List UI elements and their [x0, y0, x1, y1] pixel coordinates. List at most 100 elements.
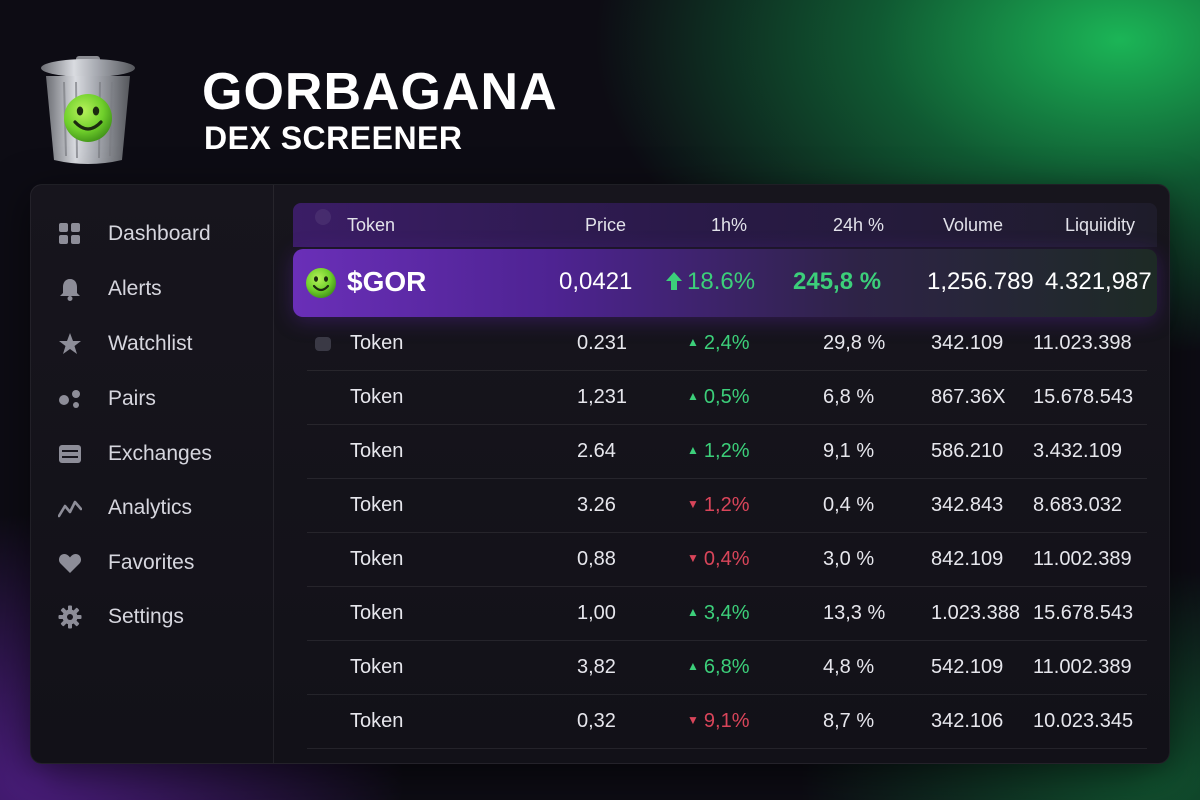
- cell-change-1h: ▲ 1,2%: [687, 440, 749, 463]
- cell-volume: 342.106: [931, 710, 1004, 732]
- cell-token: Token: [350, 332, 404, 354]
- sidebar: Dashboard Alerts Watchlist Pairs Exchang…: [31, 185, 274, 763]
- cell-token: Token: [350, 548, 404, 570]
- sidebar-item-settings[interactable]: Settings: [31, 594, 274, 640]
- triangle-up-icon: ▲: [687, 605, 699, 619]
- cell-volume: 542.109: [931, 656, 1004, 678]
- cell-change-1h: ▼ 9,1%: [687, 710, 749, 733]
- cell-volume: 342.109: [931, 332, 1004, 354]
- main-panel: Dashboard Alerts Watchlist Pairs Exchang…: [30, 184, 1170, 764]
- column-header-1h[interactable]: 1h%: [711, 215, 748, 235]
- cell-volume: 842.109: [931, 548, 1004, 570]
- cell-volume: 586.210: [931, 440, 1004, 462]
- cell-change-1h-value: 0,5%: [703, 386, 750, 408]
- star-icon: [58, 332, 82, 356]
- sidebar-item-label: Alerts: [108, 277, 162, 300]
- cell-token: Token: [350, 656, 404, 678]
- table-row[interactable]: Token 3,82 ▲ 6,8% 4,8 % 542.109 11.002.389: [307, 641, 1147, 695]
- featured-volume: 1,256.789: [927, 268, 1034, 295]
- cell-price: 3.26: [577, 494, 616, 516]
- table-row[interactable]: Token 0,32 ▼ 9,1% 8,7 % 342.106 10.023.345: [307, 695, 1147, 749]
- table-row[interactable]: Token 0.231 ▲ 2,4% 29,8 % 342.109 11.023.398: [307, 317, 1147, 371]
- cell-liquidity: 11.002.389: [1033, 548, 1132, 570]
- sidebar-item-dashboard[interactable]: Dashboard: [31, 211, 274, 257]
- column-header-liquidity[interactable]: Liquiidity: [1065, 215, 1136, 235]
- cell-token: Token: [350, 494, 404, 516]
- cell-price: 0,32: [577, 710, 616, 732]
- cell-price: 2.64: [577, 440, 616, 462]
- arrow-up-icon: [666, 272, 682, 290]
- app-header: GORBAGANA DEX SCREENER: [30, 50, 630, 165]
- cell-change-1h: ▲ 2,4%: [687, 332, 749, 355]
- grid-icon: [58, 222, 82, 246]
- sidebar-item-pairs[interactable]: Pairs: [31, 376, 274, 422]
- cell-liquidity: 15.678.543: [1033, 386, 1134, 408]
- cell-price: 3,82: [577, 656, 616, 678]
- triangle-down-icon: ▼: [687, 497, 699, 511]
- featured-change-24h: 245,8 %: [793, 268, 882, 295]
- gear-icon: [58, 605, 82, 629]
- cell-change-24h: 0,4 %: [823, 494, 875, 516]
- table-row[interactable]: Token 1,231 ▲ 0,5% 6,8 % 867.36X 15.678.543: [307, 371, 1147, 425]
- table-row[interactable]: Token 2.64 ▲ 1,2% 9,1 % 586.210 3.432.109: [307, 425, 1147, 479]
- sidebar-item-analytics[interactable]: Analytics: [31, 485, 274, 531]
- sidebar-item-watchlist[interactable]: Watchlist: [31, 321, 274, 367]
- cell-volume: 1.023.388: [931, 602, 1020, 624]
- cell-volume: 342.843: [931, 494, 1004, 516]
- triangle-down-icon: ▼: [687, 713, 699, 727]
- cell-change-1h: ▲ 0,5%: [687, 386, 749, 409]
- table-row[interactable]: Token 1,00 ▲ 3,4% 13,3 % 1.023.388 15.678.543: [307, 587, 1147, 641]
- sidebar-item-label: Pairs: [108, 387, 156, 410]
- triangle-down-icon: ▼: [687, 551, 699, 565]
- cell-change-1h-value: 6,8%: [703, 656, 750, 678]
- table-row[interactable]: Token 0,88 ▼ 0,4% 3,0 % 842.109 11.002.389: [307, 533, 1147, 587]
- triangle-up-icon: ▲: [687, 335, 699, 349]
- cell-price: 1,231: [577, 386, 628, 408]
- cell-liquidity: 8.683.032: [1033, 494, 1122, 516]
- brand-subtitle: DEX SCREENER: [204, 120, 463, 156]
- heart-icon: [58, 551, 82, 575]
- column-header-volume[interactable]: Volume: [943, 215, 1004, 235]
- cell-change-1h-value: 9,1%: [703, 710, 750, 732]
- cell-token: Token: [350, 440, 404, 462]
- cell-change-24h: 3,0 %: [823, 548, 875, 570]
- sidebar-item-label: Settings: [108, 605, 184, 628]
- cell-liquidity: 11.002.389: [1033, 656, 1132, 678]
- cell-change-24h: 8,7 %: [823, 710, 875, 732]
- column-header-24h[interactable]: 24h %: [833, 215, 885, 235]
- cell-change-1h-value: 1,2%: [703, 440, 750, 462]
- cell-liquidity: 11.023.398: [1033, 332, 1132, 354]
- cell-token: Token: [350, 602, 404, 624]
- featured-price: 0,0421: [559, 268, 633, 295]
- smiley-token-icon: [306, 268, 336, 298]
- cell-change-24h: 6,8 %: [823, 386, 875, 408]
- header-token-dot-icon: [315, 209, 331, 225]
- trash-can-logo-icon: [41, 56, 135, 164]
- sidebar-item-label: Favorites: [108, 551, 195, 574]
- sidebar-item-exchanges[interactable]: Exchanges: [31, 431, 274, 477]
- column-header-price[interactable]: Price: [585, 215, 627, 235]
- cell-change-24h: 29,8 %: [823, 332, 886, 354]
- analytics-icon: [58, 496, 82, 520]
- cell-liquidity: 10.023.345: [1033, 710, 1134, 732]
- table-row[interactable]: Token 3.26 ▼ 1,2% 0,4 % 342.843 8.683.032: [307, 479, 1147, 533]
- table-header: Token Price 1h% 24h % Volume Liquiidity: [293, 203, 1157, 247]
- triangle-up-icon: ▲: [687, 659, 699, 673]
- featured-token-name: $GOR: [347, 266, 427, 297]
- cell-change-24h: 4,8 %: [823, 656, 875, 678]
- featured-change-1h-value: 18.6%: [687, 268, 756, 295]
- triangle-up-icon: ▲: [687, 389, 699, 403]
- cell-change-1h-value: 2,4%: [703, 332, 750, 354]
- featured-change-1h: 18.6%: [665, 268, 755, 296]
- sidebar-item-label: Dashboard: [108, 222, 211, 245]
- cell-volume: 867.36X: [931, 386, 1006, 408]
- cell-change-1h: ▼ 1,2%: [687, 494, 749, 517]
- sidebar-item-alerts[interactable]: Alerts: [31, 266, 274, 312]
- cell-token: Token: [350, 710, 404, 732]
- sidebar-item-label: Exchanges: [108, 442, 212, 465]
- sidebar-item-favorites[interactable]: Favorites: [31, 540, 274, 586]
- cell-change-1h: ▼ 0,4%: [687, 548, 749, 571]
- cell-change-24h: 9,1 %: [823, 440, 875, 462]
- featured-token-row[interactable]: $GOR 0,0421 18.6% 245,8 % 1,256.789 4.32…: [293, 249, 1157, 317]
- column-header-token[interactable]: Token: [347, 215, 396, 235]
